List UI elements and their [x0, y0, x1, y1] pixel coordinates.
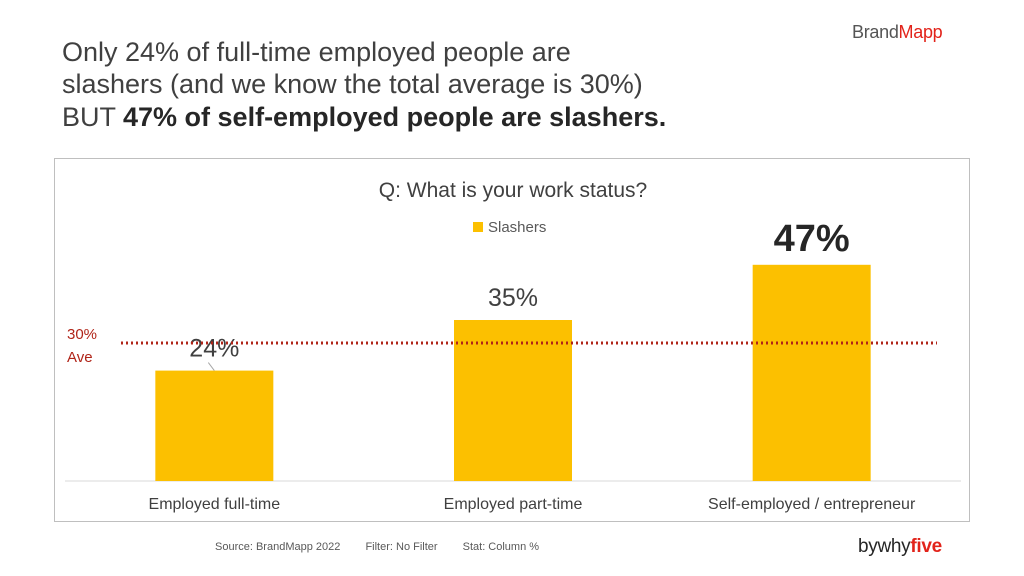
data-label-2: 35% — [488, 284, 538, 312]
partner-logo-part1: bywhy — [858, 536, 911, 557]
headline-line-2: slashers (and we know the total average … — [62, 69, 643, 100]
headline: Only 24% of full-time employed people ar… — [62, 36, 822, 133]
category-label-2: Employed part-time — [444, 496, 583, 513]
brand-logo-part1: Brand — [852, 22, 899, 42]
headline-line-3: BUT 47% of self-employed people are slas… — [62, 101, 822, 133]
bar-2 — [454, 320, 572, 481]
footer-filter: Filter: No Filter — [365, 541, 438, 553]
category-label-3: Self-employed / entrepreneur — [708, 496, 916, 513]
footer-source: Source: BrandMapp 2022 — [215, 541, 341, 553]
legend-swatch — [473, 222, 483, 232]
partner-logo-part2: five — [910, 536, 942, 557]
headline-line-3-bold: 47% of self-employed people are slashers… — [123, 101, 667, 132]
headline-line-3-prefix: BUT — [62, 101, 124, 132]
data-label-1: 24% — [189, 335, 239, 363]
category-label-1: Employed full-time — [149, 496, 281, 513]
bywhyfive-logo: bywhyfive — [858, 536, 942, 558]
bar-1 — [155, 370, 274, 481]
footer: Source: BrandMapp 2022 Filter: No Filter… — [215, 541, 561, 553]
average-label-text: Ave — [67, 349, 93, 366]
bar-chart: Q: What is your work status? Slashers 24% E… — [65, 179, 961, 513]
data-label-3: 47% — [774, 218, 850, 260]
legend-label: Slashers — [488, 219, 546, 236]
brand-logo-part2: Mapp — [898, 22, 943, 42]
brandmapp-logo: BrandMapp — [852, 22, 943, 43]
chart-container: Q: What is your work status? Slashers 24% E… — [54, 158, 970, 522]
headline-line-1: Only 24% of full-time employed people ar… — [62, 37, 571, 67]
average-label-value: 30% — [67, 326, 97, 343]
bar-3 — [752, 264, 871, 481]
chart-title: Q: What is your work status? — [379, 179, 647, 202]
data-label-leader-line — [207, 362, 215, 371]
footer-stat: Stat: Column % — [462, 541, 540, 553]
